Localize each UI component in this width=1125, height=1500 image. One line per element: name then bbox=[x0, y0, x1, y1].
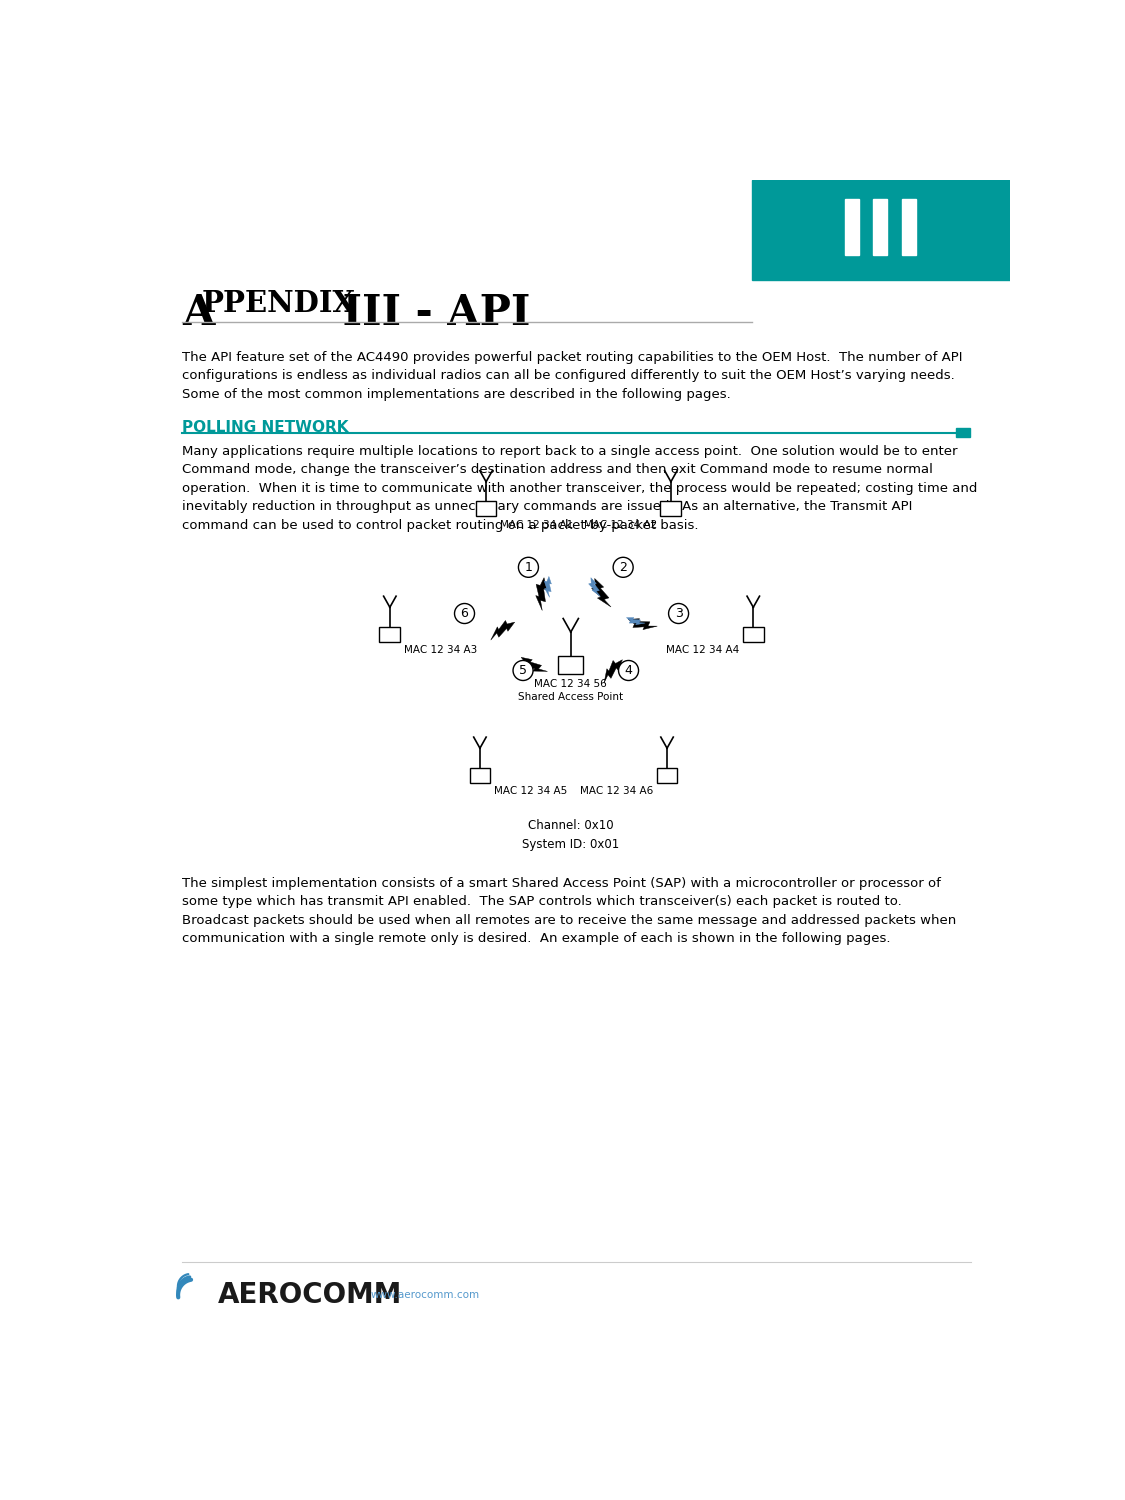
Bar bbox=[379, 627, 400, 642]
Bar bbox=[956, 427, 970, 436]
Text: MAC 12 34 A3: MAC 12 34 A3 bbox=[404, 645, 477, 656]
Circle shape bbox=[619, 660, 639, 681]
Text: www.aerocomm.com: www.aerocomm.com bbox=[370, 1290, 479, 1300]
Bar bbox=[742, 627, 764, 642]
Text: POLLING NETWORK: POLLING NETWORK bbox=[182, 420, 349, 435]
Circle shape bbox=[613, 558, 633, 578]
Text: 2: 2 bbox=[619, 561, 627, 574]
Polygon shape bbox=[588, 578, 601, 597]
Text: MAC 12 34 A6: MAC 12 34 A6 bbox=[579, 786, 654, 796]
Bar bbox=[752, 180, 1010, 280]
Text: The simplest implementation consists of a smart Shared Access Point (SAP) with a: The simplest implementation consists of … bbox=[182, 878, 956, 945]
Polygon shape bbox=[490, 621, 515, 640]
Bar bbox=[845, 200, 858, 255]
Text: Channel: 0x10
System ID: 0x01: Channel: 0x10 System ID: 0x01 bbox=[522, 819, 620, 850]
Text: MAC 12 34 A5: MAC 12 34 A5 bbox=[494, 786, 567, 796]
Polygon shape bbox=[521, 657, 548, 672]
Polygon shape bbox=[627, 618, 645, 626]
Text: AEROCOMM: AEROCOMM bbox=[218, 1281, 403, 1310]
Text: 1: 1 bbox=[524, 561, 532, 574]
Text: MAC 12 34 A4: MAC 12 34 A4 bbox=[666, 645, 739, 656]
Polygon shape bbox=[604, 660, 622, 682]
Polygon shape bbox=[544, 576, 551, 597]
Text: Many applications require multiple locations to report back to a single access p: Many applications require multiple locat… bbox=[182, 446, 978, 532]
Text: The API feature set of the AC4490 provides powerful packet routing capabilities : The API feature set of the AC4490 provid… bbox=[182, 351, 963, 400]
Text: 3: 3 bbox=[675, 608, 683, 619]
Text: MAC 12 34 A2: MAC 12 34 A2 bbox=[584, 519, 657, 530]
Text: MAC 12 34 A1: MAC 12 34 A1 bbox=[500, 519, 574, 530]
Text: III - API: III - API bbox=[328, 291, 531, 333]
Text: PPENDIX: PPENDIX bbox=[202, 290, 357, 318]
Text: MAC 12 34 56
Shared Access Point: MAC 12 34 56 Shared Access Point bbox=[519, 680, 623, 702]
Text: 6: 6 bbox=[460, 608, 468, 619]
Circle shape bbox=[513, 660, 533, 681]
Text: A: A bbox=[182, 291, 214, 333]
Text: 4: 4 bbox=[624, 664, 632, 676]
Bar bbox=[660, 501, 682, 516]
Polygon shape bbox=[592, 579, 611, 608]
Polygon shape bbox=[628, 618, 657, 630]
Bar bbox=[657, 768, 677, 783]
Polygon shape bbox=[536, 578, 547, 610]
Bar bbox=[873, 200, 888, 255]
Bar bbox=[469, 768, 490, 783]
Bar bbox=[476, 501, 496, 516]
Circle shape bbox=[455, 603, 475, 624]
Bar bbox=[558, 656, 584, 675]
Circle shape bbox=[668, 603, 688, 624]
Circle shape bbox=[519, 558, 539, 578]
Text: 5: 5 bbox=[519, 664, 526, 676]
Bar bbox=[902, 200, 916, 255]
